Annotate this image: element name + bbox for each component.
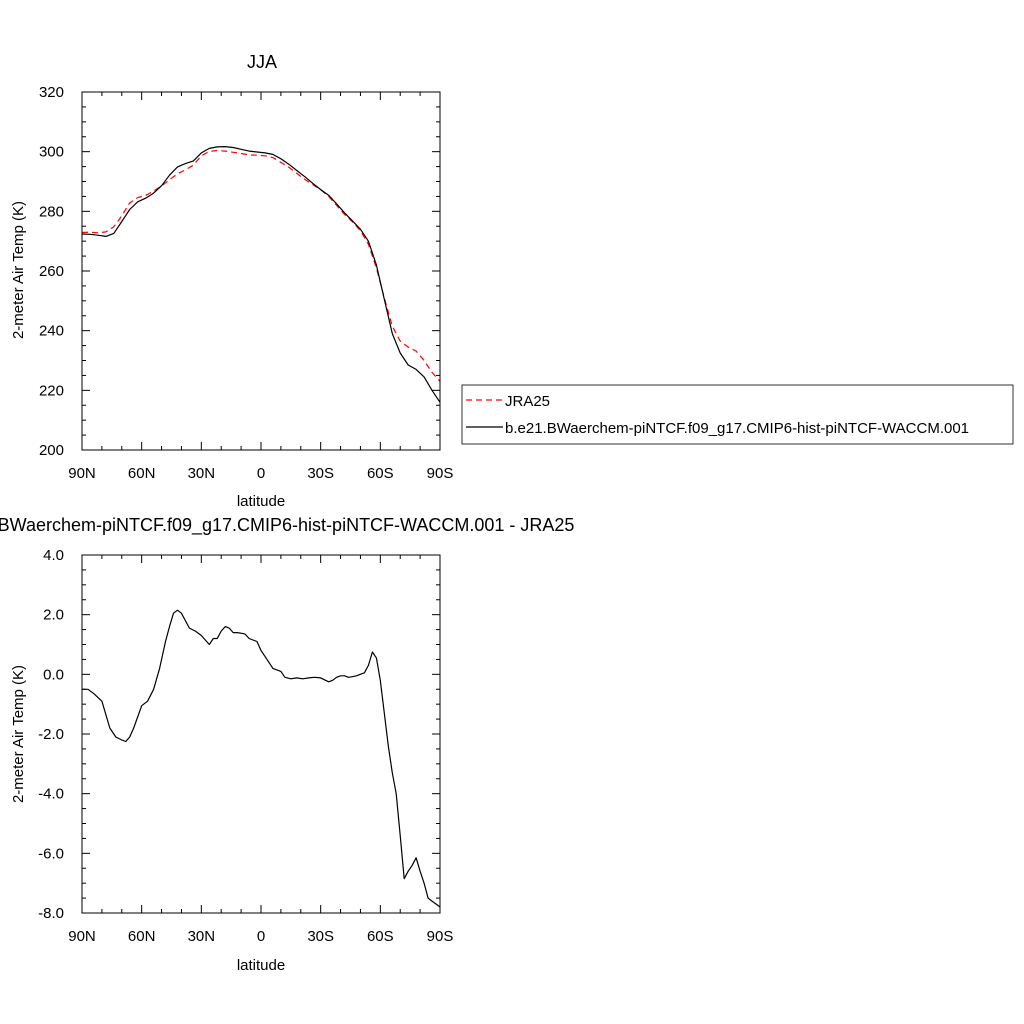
bottom-y-tick-label: -6.0	[38, 845, 64, 862]
bottom-panel: b.e21.BWaerchem-piNTCF.f09_g17.CMIP6-his…	[0, 515, 574, 974]
top-x-tick-label: 90N	[68, 465, 96, 482]
legend-box	[461, 384, 1014, 445]
top-y-tick-label: 220	[39, 382, 64, 399]
bottom-y-tick-label: -2.0	[38, 726, 64, 743]
legend-entry-jra25: JRA25	[505, 393, 550, 410]
top-y-tick-label: 320	[39, 84, 64, 101]
bottom-x-tick-label: 60S	[367, 928, 394, 945]
top-panel: JJA 90N 60N 30N 0 30S 60S 90S 200 220 240 260 280 30…	[10, 52, 453, 510]
legend: JRA25 b.e21.BWaerchem-piNTCF.f09_g17.CMI…	[461, 384, 1014, 445]
top-x-tick-label: 60S	[367, 465, 394, 482]
bottom-y-tick-label: 4.0	[43, 547, 64, 564]
top-y-tick-label: 280	[39, 203, 64, 220]
top-y-tick-label: 240	[39, 323, 64, 340]
bottom-x-tick-label: 60N	[128, 928, 156, 945]
bottom-x-tick-label: 0	[257, 928, 265, 945]
bottom-tick-group: 90N 60N 30N 0 30S 60S 90S 4.0 2.0 0.0 -2.0 -4.0 -6.0…	[38, 547, 453, 945]
bottom-y-tick-label: 2.0	[43, 607, 64, 624]
top-y-tick-label: 300	[39, 144, 64, 161]
bottom-y-axis-label: 2-meter Air Temp (K)	[10, 665, 27, 803]
legend-entry-model: b.e21.BWaerchem-piNTCF.f09_g17.CMIP6-his…	[505, 420, 969, 437]
top-series-line-jra25	[81, 149, 441, 382]
bottom-y-tick-label: -4.0	[38, 786, 64, 803]
bottom-x-axis-label: latitude	[237, 957, 285, 974]
top-x-tick-label: 60N	[128, 465, 156, 482]
bottom-x-tick-label: 30N	[188, 928, 216, 945]
top-series-group	[81, 146, 441, 403]
top-x-tick-label: 30S	[307, 465, 334, 482]
top-y-tick-label: 200	[39, 442, 64, 459]
bottom-series-group	[82, 609, 441, 908]
top-x-tick-label: 30N	[188, 465, 216, 482]
top-series-line-model	[81, 146, 441, 403]
bottom-x-tick-label: 90S	[427, 928, 454, 945]
top-x-tick-label: 0	[257, 465, 265, 482]
bottom-y-tick-label: -8.0	[38, 905, 64, 922]
bottom-x-tick-label: 30S	[307, 928, 334, 945]
top-plot-frame	[81, 91, 441, 451]
top-chart-title: JJA	[247, 52, 277, 72]
top-y-tick-label: 260	[39, 263, 64, 280]
top-y-axis-label: 2-meter Air Temp (K)	[10, 201, 27, 339]
top-x-axis-label: latitude	[237, 493, 285, 510]
bottom-x-tick-label: 90N	[68, 928, 96, 945]
bottom-series-line-model	[82, 609, 441, 908]
bottom-y-tick-label: 0.0	[43, 666, 64, 683]
top-tick-group: 90N 60N 30N 0 30S 60S 90S 200 220 240 260 280 300 320	[39, 84, 453, 482]
bottom-chart-title: b.e21.BWaerchem-piNTCF.f09_g17.CMIP6-his…	[0, 515, 574, 536]
top-x-tick-label: 90S	[427, 465, 454, 482]
